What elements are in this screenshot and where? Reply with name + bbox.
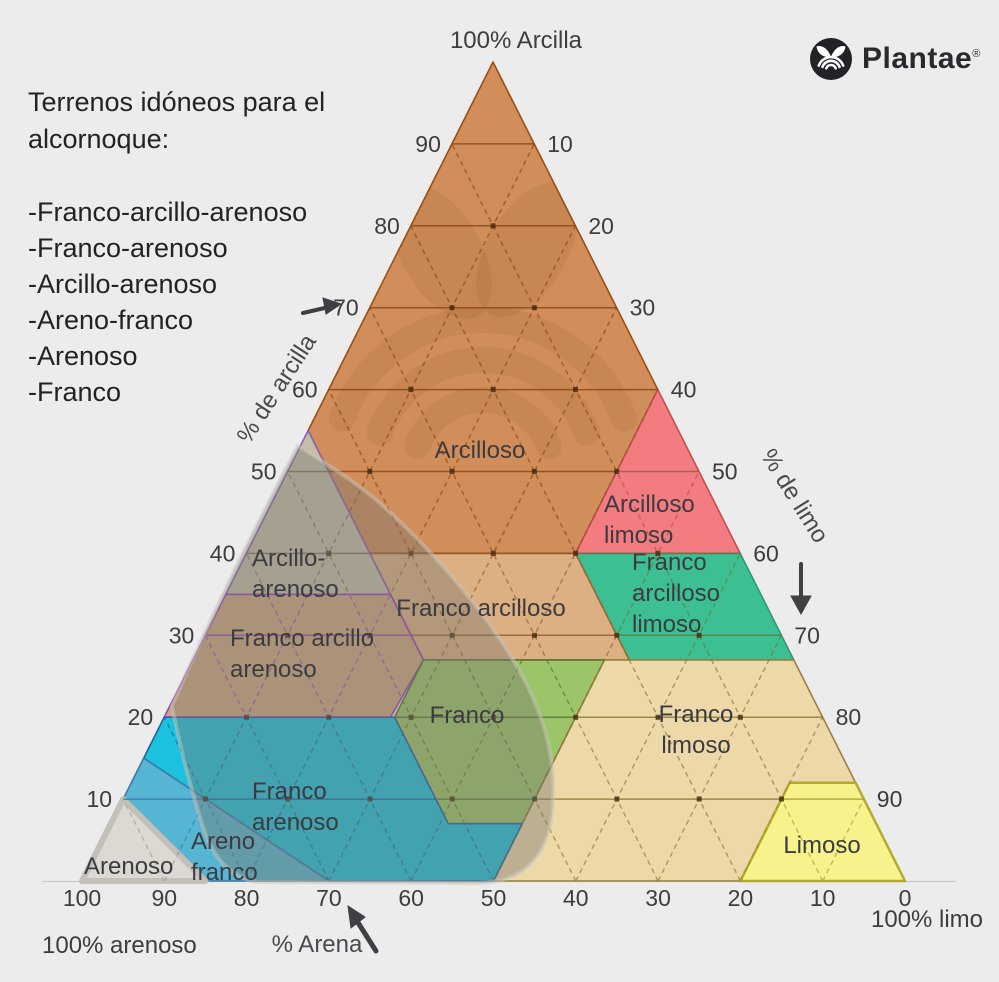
tick-clay-30: 30 <box>169 622 195 648</box>
grid-franco-arcilloso-limoso <box>575 553 794 660</box>
tick-clay-60: 60 <box>292 377 318 403</box>
tick-sand-90: 90 <box>152 885 178 911</box>
note-block: Terrenos idóneos para el alcornoque: -Fr… <box>28 84 325 410</box>
corner-label-silt: 100% limo <box>871 906 983 933</box>
label-franco: Franco <box>430 702 505 729</box>
tick-sand-30: 30 <box>645 885 671 911</box>
note-item: -Areno-franco <box>28 305 194 335</box>
tick-sand-100: 100 <box>63 885 101 911</box>
tick-silt-50: 50 <box>712 459 738 485</box>
label-arenoso: Arenoso <box>84 853 173 880</box>
plantae-icon <box>810 38 852 80</box>
label-limoso: Limoso <box>783 832 860 859</box>
label-franco-arcilloso-limoso: Franco arcilloso limoso <box>632 549 720 638</box>
label-arcilloso-limoso: Arcilloso limoso <box>604 491 695 549</box>
tick-sand-20: 20 <box>728 885 754 911</box>
tick-silt-40: 40 <box>671 377 697 403</box>
tick-sand-50: 50 <box>481 885 507 911</box>
label-franco-limoso: Franco limoso <box>659 701 734 759</box>
tick-silt-10: 10 <box>547 131 573 157</box>
label-arcillo-arenoso: Arcillo-arenoso <box>252 545 339 603</box>
tick-clay-90: 90 <box>415 131 441 157</box>
tick-sand-60: 60 <box>398 885 424 911</box>
label-franco-arcillo-arenoso: Franco arcillo arenoso <box>230 625 374 683</box>
tick-clay-70: 70 <box>333 295 359 321</box>
tick-silt-30: 30 <box>630 295 656 321</box>
label-franco-arcilloso: Franco arcilloso <box>396 595 565 622</box>
label-franco-arenoso: Franco arenoso <box>252 778 339 836</box>
tick-sand-40: 40 <box>563 885 589 911</box>
tick-silt-20: 20 <box>588 213 614 239</box>
tick-clay-20: 20 <box>128 704 154 730</box>
brand-logo: Plantae® <box>808 36 981 82</box>
label-areno-franco: Areno franco <box>191 828 258 886</box>
label-arcilloso: Arcilloso <box>435 437 526 464</box>
axis-label-silt: % de limo <box>755 444 834 548</box>
corner-label-clay: 100% Arcilla <box>450 27 583 54</box>
tick-sand-80: 80 <box>234 885 260 911</box>
note-title: Terrenos idóneos para el alcornoque: <box>28 87 326 154</box>
brand-name: Plantae® <box>862 42 981 75</box>
note-items: -Franco-arcillo-arenoso -Franco-arenoso -A… <box>28 194 325 410</box>
tick-sand-0: 0 <box>899 885 912 911</box>
note-item: -Franco <box>28 377 122 407</box>
tick-silt-60: 60 <box>753 540 779 566</box>
corner-label-sand: 100% arenoso <box>42 932 197 959</box>
grid-franco-arcillo-arenoso <box>164 594 424 718</box>
axis-arrows <box>301 297 812 954</box>
plantae-watermark-icon <box>329 182 637 460</box>
note-item: -Franco-arcillo-arenoso <box>28 197 308 227</box>
note-item: -Arcillo-arenoso <box>28 269 218 299</box>
tick-clay-80: 80 <box>374 213 400 239</box>
grid-arcilloso-limoso <box>575 389 741 554</box>
axis-label-sand: % Arena <box>272 931 363 958</box>
note-item: -Franco-arenoso <box>28 233 228 263</box>
tick-sand-70: 70 <box>316 885 342 911</box>
highlight-suitable-zone <box>170 444 556 885</box>
note-item: -Arenoso <box>28 341 138 371</box>
tick-silt-90: 90 <box>877 786 903 812</box>
tick-clay-40: 40 <box>210 540 236 566</box>
registered-mark: ® <box>972 48 981 60</box>
grid-intersection-dots <box>202 223 784 802</box>
tick-silt-80: 80 <box>836 704 862 730</box>
tick-sand-10: 10 <box>810 885 836 911</box>
arrow-up-left-icon <box>354 918 379 954</box>
tick-clay-50: 50 <box>251 459 277 485</box>
grid-arenoso <box>122 799 206 881</box>
tick-silt-70: 70 <box>794 622 820 648</box>
tick-clay-10: 10 <box>87 786 113 812</box>
